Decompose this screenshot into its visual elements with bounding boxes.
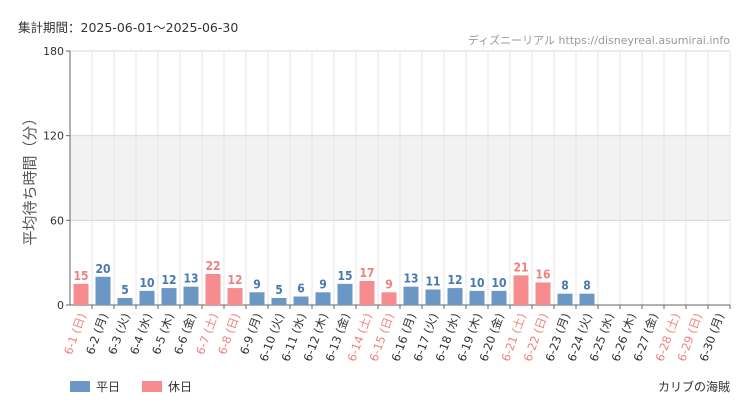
bar	[425, 289, 441, 305]
bar	[271, 297, 287, 305]
data-label: 12	[161, 273, 176, 287]
y-tick-label: 120	[43, 130, 64, 143]
data-label: 11	[425, 274, 440, 288]
data-label: 6	[297, 282, 305, 296]
data-label: 13	[183, 272, 198, 286]
bar	[381, 292, 397, 305]
bar	[117, 297, 133, 305]
data-label: 20	[95, 262, 110, 276]
bar	[579, 293, 595, 305]
data-label: 15	[73, 269, 88, 283]
site-credit: ディズニーリアル https://disneyreal.asumirai.inf…	[467, 34, 730, 47]
data-label: 9	[319, 277, 327, 291]
data-label: 5	[121, 283, 129, 297]
y-tick-label: 180	[43, 45, 64, 58]
data-label: 8	[561, 279, 569, 293]
data-label: 16	[535, 267, 550, 281]
data-label: 9	[253, 277, 261, 291]
legend-item-weekday[interactable]: 平日	[70, 378, 120, 395]
legend-label-holiday: 休日	[168, 380, 193, 394]
data-label: 17	[359, 266, 374, 280]
data-label: 12	[227, 273, 242, 287]
data-label: 15	[337, 269, 352, 283]
data-label: 21	[513, 260, 528, 274]
bar	[183, 286, 199, 305]
bar	[293, 296, 309, 305]
y-tick-label: 60	[50, 214, 64, 227]
legend-label-weekday: 平日	[96, 380, 121, 394]
bar	[73, 283, 89, 305]
bar	[205, 273, 221, 305]
bar	[249, 292, 265, 305]
weekday-swatch	[70, 381, 90, 392]
holiday-swatch	[142, 381, 163, 392]
data-label: 10	[469, 276, 484, 290]
bar	[161, 288, 177, 305]
attraction-name: カリブの海賊	[657, 380, 730, 394]
y-tick-label: 0	[57, 299, 64, 312]
bar	[447, 288, 463, 305]
bar	[337, 283, 353, 305]
bar	[359, 281, 375, 305]
data-label: 13	[403, 272, 418, 286]
data-label: 10	[139, 276, 154, 290]
bar	[139, 290, 155, 305]
bar	[491, 290, 507, 305]
legend-item-holiday[interactable]: 休日	[142, 378, 192, 395]
bar	[227, 288, 243, 305]
y-axis-label: 平均待ち時間（分）	[21, 110, 39, 245]
bar	[95, 276, 111, 305]
bar	[403, 286, 419, 305]
bar	[557, 293, 573, 305]
bar	[513, 275, 529, 305]
data-label: 8	[583, 279, 591, 293]
bar	[535, 282, 551, 305]
bar	[469, 290, 485, 305]
legend: 平日 休日	[70, 378, 214, 395]
data-label: 10	[491, 276, 506, 290]
data-label: 22	[205, 259, 220, 273]
aggregation-period: 集計期間：2025-06-01～2025-06-30	[18, 20, 239, 35]
bar	[315, 292, 331, 305]
data-label: 5	[275, 283, 283, 297]
data-label: 9	[385, 277, 393, 291]
data-label: 12	[447, 273, 462, 287]
